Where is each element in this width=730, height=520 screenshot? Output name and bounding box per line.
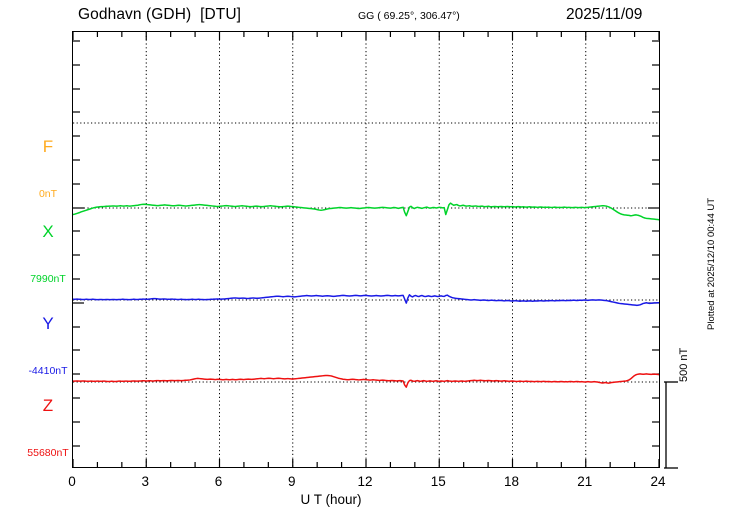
magnetogram-svg xyxy=(73,32,659,467)
component-letter-z: Z xyxy=(42,395,54,415)
trace-group xyxy=(73,202,659,388)
plot-timestamp: Plotted at 2025/12/10 00:44 UT xyxy=(706,197,717,330)
x-tick-label: 3 xyxy=(141,474,149,489)
x-tick-label: 12 xyxy=(357,474,373,489)
component-label-x: X 7990nT xyxy=(14,189,82,319)
baseline-gridlines xyxy=(73,122,659,383)
scale-bar-glyph xyxy=(664,381,678,469)
plot-area xyxy=(72,31,660,468)
component-label-f: F 0nT xyxy=(14,104,82,234)
x-axis-title-text: U T (hour) xyxy=(300,492,362,507)
component-baseline-z: 55680nT xyxy=(27,447,69,460)
component-baseline-x: 7990nT xyxy=(30,273,66,286)
vertical-gridlines xyxy=(145,32,587,467)
y-axis-ticks xyxy=(73,40,659,447)
component-letter-x: X xyxy=(42,221,54,241)
x-tick-label: 21 xyxy=(577,474,593,489)
x-tick-label: 24 xyxy=(650,474,666,489)
x-axis-title: U T (hour) xyxy=(0,492,730,507)
component-label-y: Y -4410nT xyxy=(14,281,82,411)
station-title: Godhavn (GDH) [DTU] xyxy=(78,6,242,23)
geographic-coordinates: GG ( 69.25°, 306.47°) xyxy=(358,10,460,22)
x-tick-label: 9 xyxy=(287,474,296,489)
x-tick-label: 15 xyxy=(430,474,446,489)
x-tick-label: 6 xyxy=(214,474,223,489)
x-tick-label: 0 xyxy=(68,474,76,489)
observation-date: 2025/11/09 xyxy=(566,6,643,23)
x-tick-label: 18 xyxy=(503,474,520,489)
x-axis-ticks xyxy=(73,32,659,467)
scale-bar: 500 nT xyxy=(662,348,696,476)
component-letter-f: F xyxy=(42,136,54,156)
component-baseline-y: -4410nT xyxy=(28,365,68,378)
scale-bar-label: 500 nT xyxy=(678,347,690,382)
component-label-z: Z 55680nT xyxy=(14,363,82,493)
component-letter-y: Y xyxy=(42,313,54,333)
component-baseline-f: 0nT xyxy=(38,188,58,201)
